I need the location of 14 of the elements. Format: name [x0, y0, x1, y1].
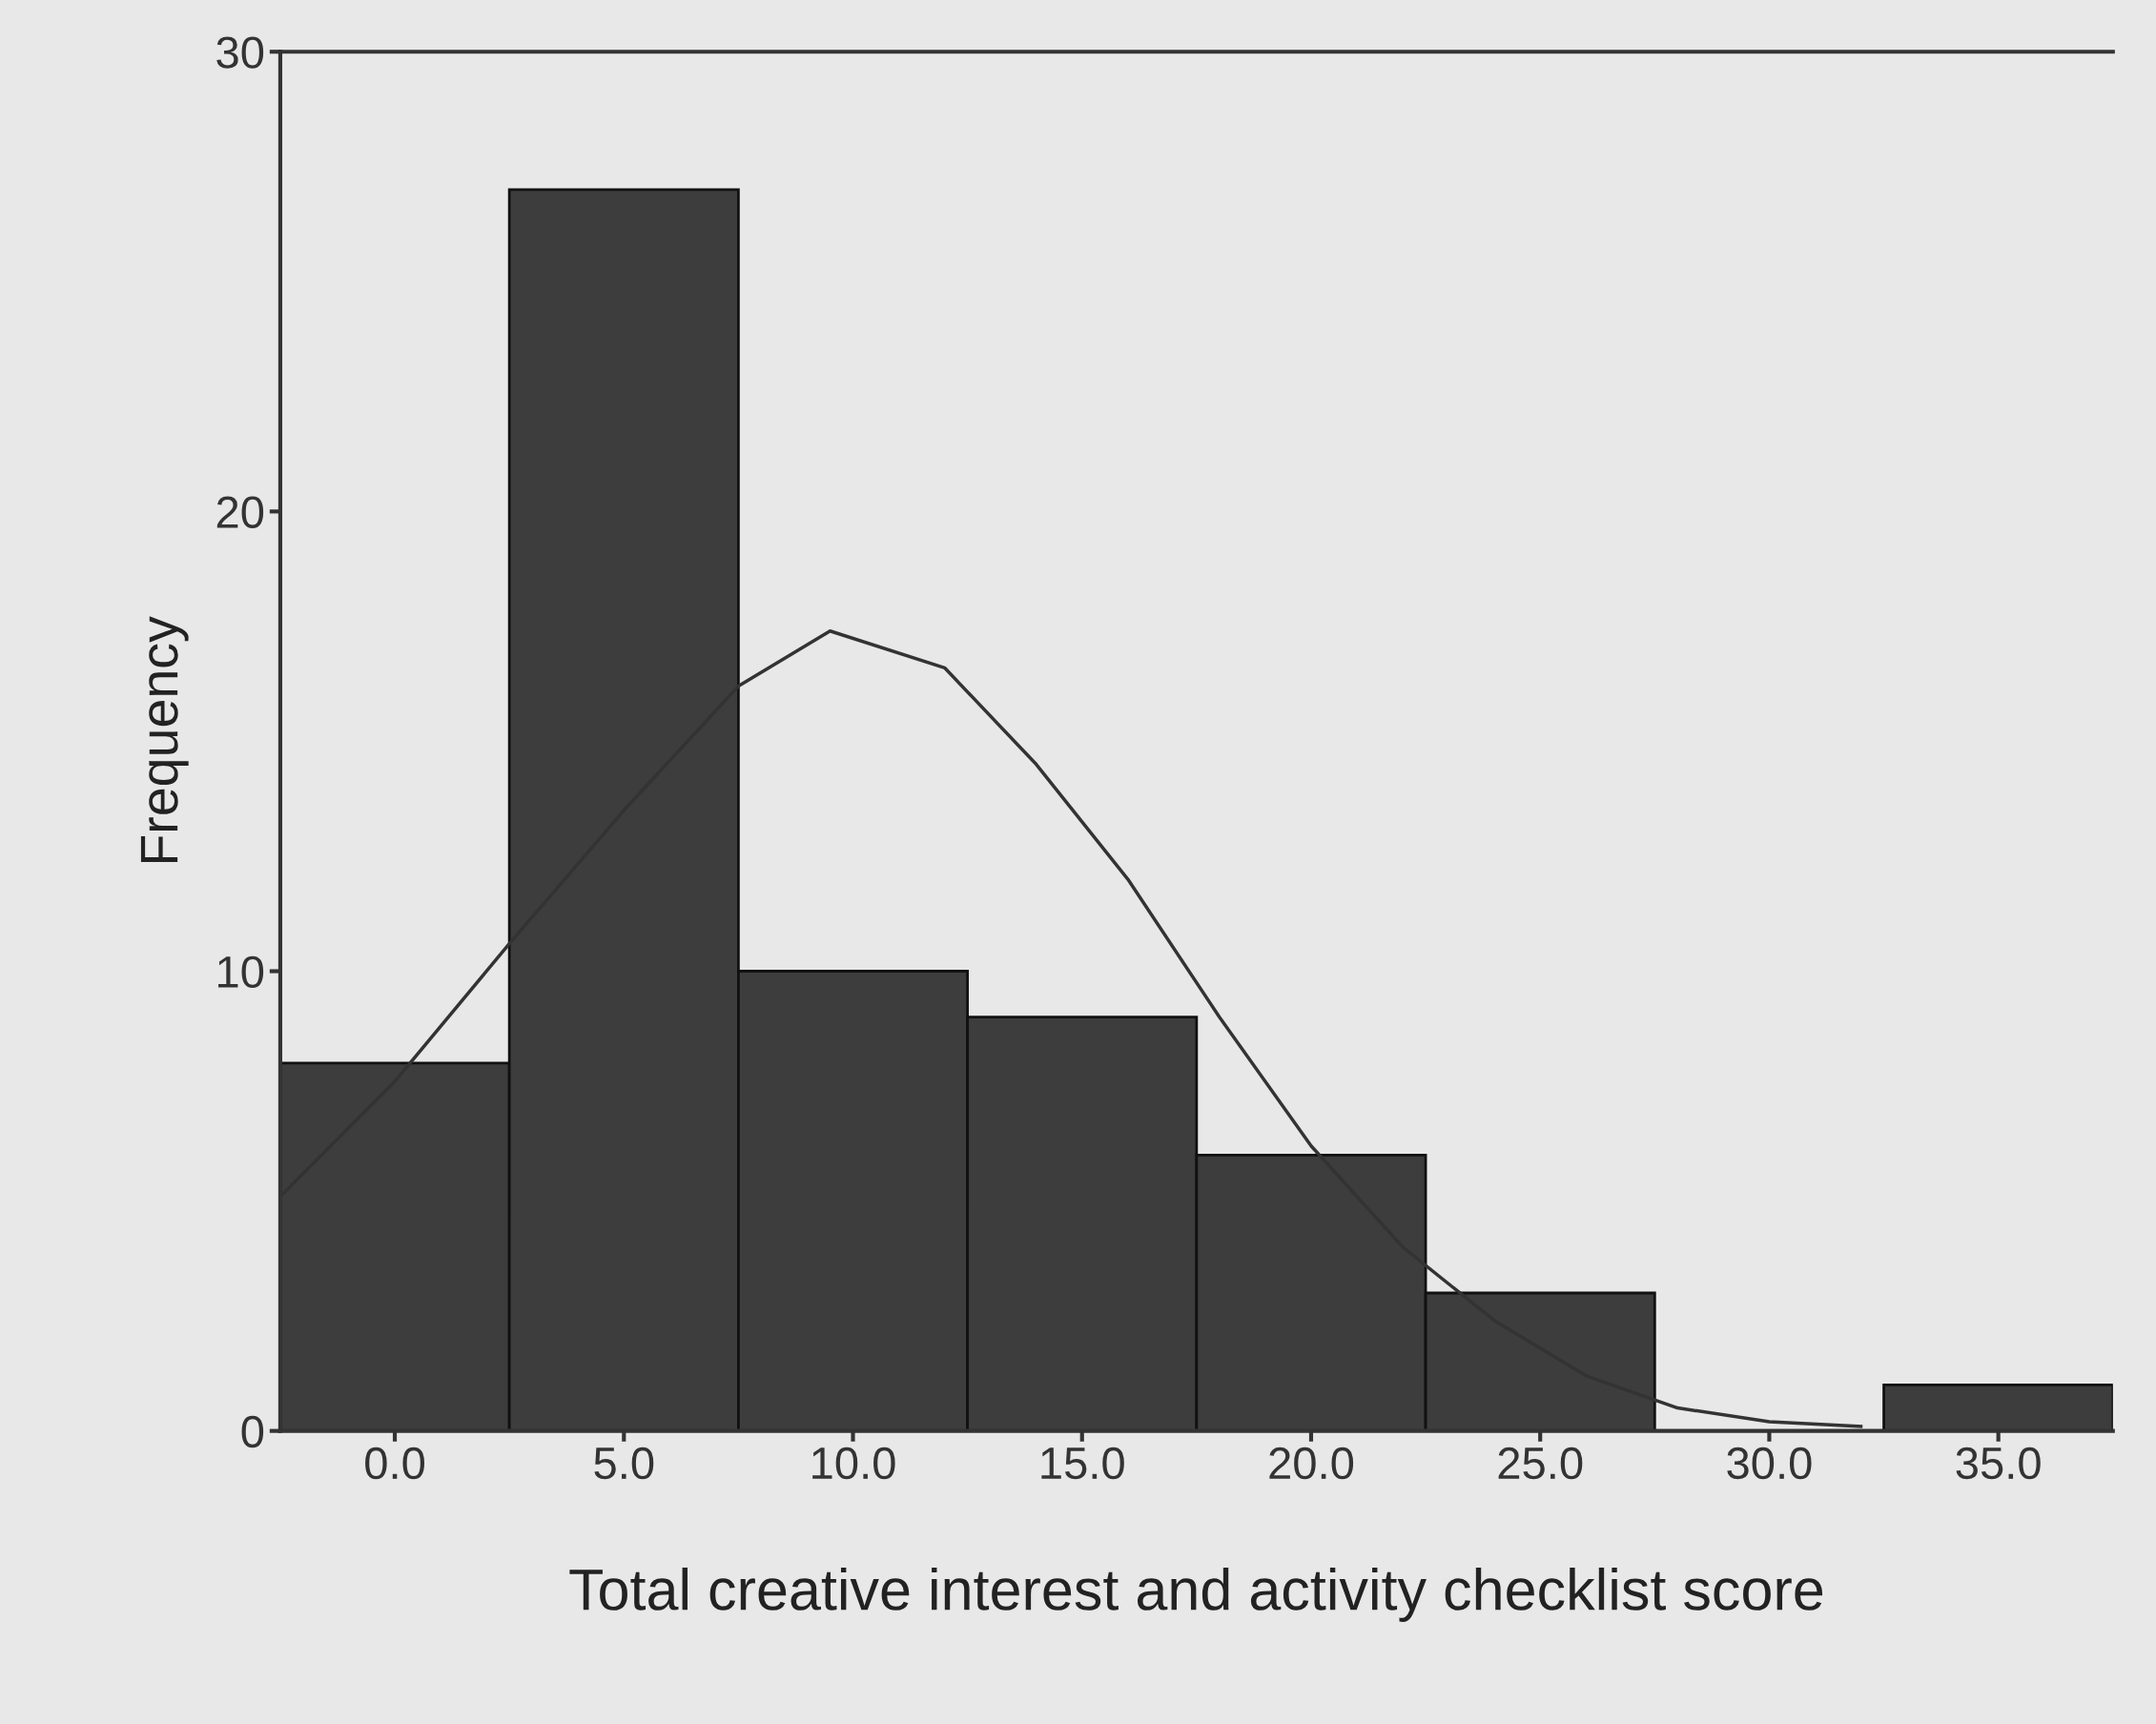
x-tick-label: 20.0: [1269, 1447, 1354, 1480]
x-tick-label: 15.0: [1041, 1447, 1124, 1480]
x-tick-label: 10.0: [812, 1447, 895, 1480]
y-tick-label: 20: [216, 496, 264, 528]
y-tick-label: 10: [218, 955, 264, 989]
x-tick-label: 0.0: [365, 1447, 425, 1480]
x-tick-label: 35.0: [1956, 1447, 2041, 1480]
x-tick-label: 5.0: [594, 1447, 654, 1480]
x-axis-title: Total creative interest and activity checklist score: [569, 1567, 1823, 1622]
y-axis-title: Frequency: [140, 616, 189, 863]
x-tick-label: 25.0: [1498, 1447, 1583, 1480]
y-tick-label: 0: [241, 1415, 264, 1448]
x-tick-label: 30.0: [1727, 1447, 1812, 1480]
y-tick-label: 30: [216, 36, 264, 69]
